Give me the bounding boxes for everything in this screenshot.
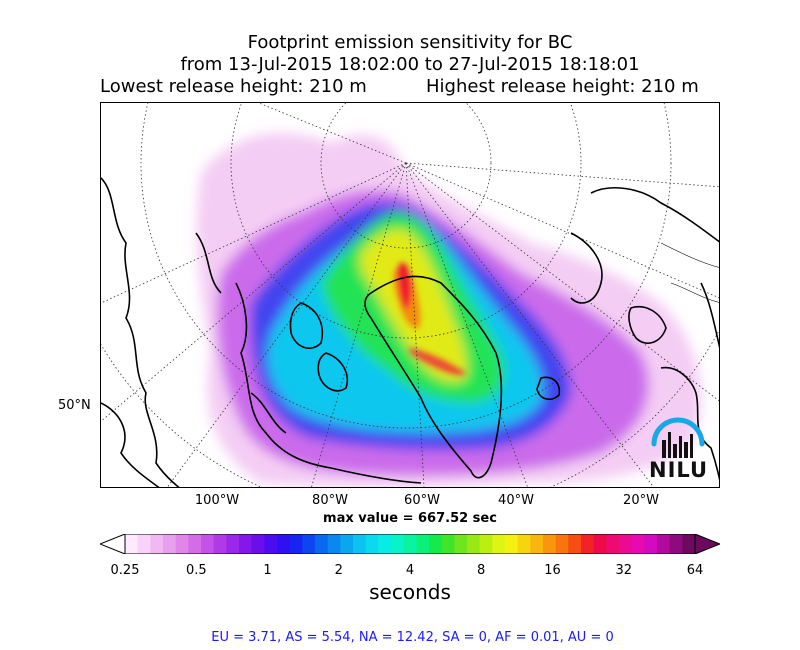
- colorbar-tick-label: 2: [334, 563, 343, 578]
- colorbar-cell: [289, 534, 303, 554]
- x-tick-label: 60°W: [404, 493, 440, 508]
- chart-date-range: from 13-Jul-2015 18:02:00 to 27-Jul-2015…: [180, 54, 640, 75]
- y-tick-label: 50°N: [58, 398, 91, 413]
- colorbar-cell: [226, 534, 240, 554]
- colorbar-cell: [201, 534, 215, 554]
- colorbar-tick-label: 0.25: [110, 563, 140, 578]
- colorbar-cell: [264, 534, 278, 554]
- colorbar-cell: [555, 534, 569, 554]
- colorbar-cell: [150, 534, 164, 554]
- colorbar-cell: [581, 534, 595, 554]
- borders: [660, 242, 719, 303]
- colorbar-tick-label: 0.5: [185, 563, 207, 578]
- colorbar-cell: [454, 534, 468, 554]
- colorbar-cell: [378, 534, 392, 554]
- colorbar-cell: [606, 534, 620, 554]
- colorbar-cell: [568, 534, 582, 554]
- colorbar-cell: [353, 534, 367, 554]
- highest-release-height: Highest release height: 210 m: [426, 76, 699, 97]
- graticule: [101, 103, 719, 487]
- colorbar-tick-label: 8: [477, 563, 486, 578]
- colorbar-cell: [251, 534, 265, 554]
- colorbar-cell: [517, 534, 531, 554]
- nilu-logo-mark: [651, 417, 705, 458]
- colorbar-cell: [669, 534, 683, 554]
- colorbar-tick-label: 16: [544, 563, 561, 578]
- nilu-logo: [648, 414, 708, 482]
- colorbar-cell: [302, 534, 316, 554]
- colorbar-cell: [657, 534, 671, 554]
- x-tick-label: 100°W: [194, 493, 240, 508]
- colorbar-cell: [543, 534, 557, 554]
- colorbar-cell: [644, 534, 658, 554]
- colorbar-tick-label: 4: [405, 563, 415, 578]
- sensitivity-streak-red: [409, 348, 466, 376]
- colorbar-cell: [619, 534, 633, 554]
- colorbar-cell: [340, 534, 354, 554]
- x-tick-label: 80°W: [312, 493, 348, 508]
- colorbar: [100, 534, 720, 554]
- colorbar-tick-label: 64: [686, 563, 704, 578]
- colorbar-cell: [175, 534, 189, 554]
- colorbar-cell: [593, 534, 607, 554]
- colorbar-cell: [163, 534, 177, 554]
- colorbar-cell: [327, 534, 341, 554]
- colorbar-tick-label: 32: [615, 563, 633, 578]
- coastlines: [101, 177, 719, 487]
- colorbar-cell: [492, 534, 506, 554]
- lowest-release-height: Lowest release height: 210 m: [100, 76, 367, 97]
- chart-title: Footprint emission sensitivity for BC: [247, 32, 573, 53]
- footprint-map-svg: [101, 103, 719, 487]
- colorbar-cell: [530, 534, 544, 554]
- colorbar-cell: [365, 534, 379, 554]
- colorbar-cell: [505, 534, 519, 554]
- colorbar-cell: [125, 534, 139, 554]
- colorbar-cell: [277, 534, 291, 554]
- colorbar-extend-low: [100, 534, 126, 554]
- x-tick-label: 20°W: [623, 493, 659, 508]
- colorbar-cell: [391, 534, 405, 554]
- sensitivity-layer-red: [397, 262, 412, 309]
- colorbar-units-label: seconds: [369, 580, 451, 604]
- colorbar-extend-high: [694, 534, 720, 554]
- colorbar-cell: [479, 534, 493, 554]
- colorbar-cell: [239, 534, 253, 554]
- colorbar-cell: [682, 534, 696, 554]
- colorbar-cell: [416, 534, 430, 554]
- colorbar-cell: [315, 534, 329, 554]
- colorbar-cell: [429, 534, 443, 554]
- colorbar-tick-label: 1: [263, 563, 272, 578]
- colorbar-cell: [441, 534, 455, 554]
- x-tick-label: 40°W: [498, 493, 534, 508]
- colorbar-cell: [213, 534, 227, 554]
- colorbar-cell: [467, 534, 481, 554]
- nilu-logo-text: NILU: [649, 458, 709, 482]
- colorbar-cell: [403, 534, 417, 554]
- max-value-label: max value = 667.52 sec: [323, 511, 497, 526]
- colorbar-cell: [137, 534, 151, 554]
- footprint-map: [100, 102, 720, 488]
- colorbar-cell: [188, 534, 202, 554]
- colorbar-cell: [631, 534, 645, 554]
- region-summary-footer: EU = 3.71, AS = 5.54, NA = 12.42, SA = 0…: [211, 630, 614, 645]
